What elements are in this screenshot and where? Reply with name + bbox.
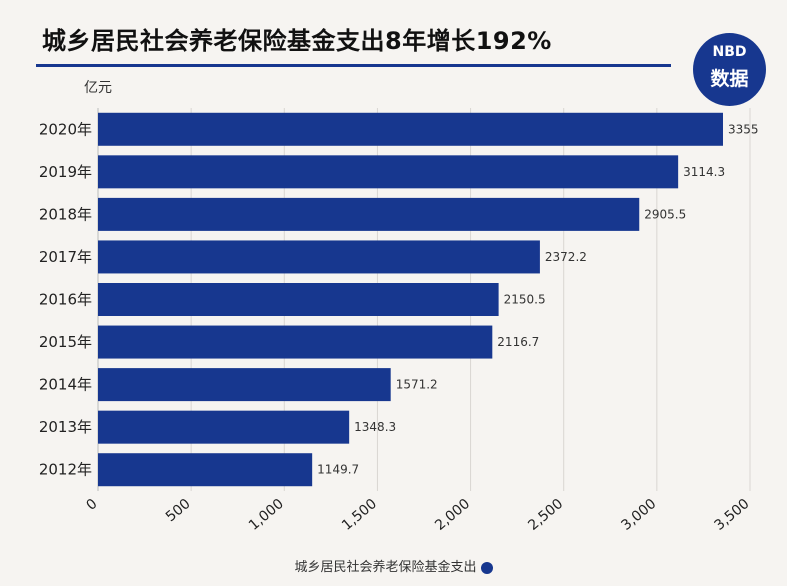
legend: 城乡居民社会养老保险基金支出: [0, 556, 787, 575]
category-label: 2018年: [39, 205, 92, 223]
nbd-data-logo: NBD 数据: [693, 33, 766, 106]
x-tick-label: 2,000: [432, 496, 473, 534]
x-tick-label: 0: [83, 496, 100, 514]
x-tick-label: 3,000: [618, 496, 659, 534]
logo-data-text: 数据: [710, 68, 749, 90]
category-label: 2016年: [39, 291, 92, 309]
category-label: 2017年: [39, 248, 92, 266]
data-label: 3114.3: [683, 165, 725, 179]
data-label: 3355: [728, 122, 759, 136]
chart-title: 城乡居民社会养老保险基金支出8年增长192%: [42, 27, 552, 55]
bar: [98, 155, 679, 189]
category-label: 2015年: [39, 333, 92, 351]
data-label: 1348.3: [354, 420, 396, 434]
data-label: 2905.5: [644, 207, 686, 221]
legend-swatch: [480, 561, 493, 574]
category-label: 2012年: [39, 461, 92, 479]
bar: [98, 410, 350, 444]
data-label: 2116.7: [497, 335, 539, 349]
category-label: 2013年: [39, 418, 92, 436]
title-underline: [36, 64, 671, 67]
data-label: 1571.2: [396, 378, 438, 392]
data-label: 1149.7: [317, 463, 359, 477]
bar: [98, 240, 540, 274]
x-tick-label: 2,500: [525, 496, 566, 534]
x-tick-label: 1,500: [339, 496, 380, 534]
bar: [98, 453, 313, 487]
category-label: 2019年: [39, 163, 92, 181]
bar: [98, 368, 391, 402]
x-tick-label: 1,000: [246, 496, 287, 534]
category-label: 2014年: [39, 376, 92, 394]
legend-label: 城乡居民社会养老保险基金支出: [294, 560, 477, 575]
bar: [98, 112, 723, 146]
bar: [98, 325, 493, 359]
y-axis-unit: 亿元: [84, 80, 112, 96]
logo-nbd-text: NBD: [712, 44, 747, 60]
bar: [98, 197, 640, 231]
bar: [98, 283, 499, 316]
x-tick-label: 3,500: [712, 496, 753, 534]
x-tick-label: 500: [163, 496, 194, 525]
data-label: 2372.2: [545, 250, 587, 264]
data-label: 2150.5: [504, 293, 546, 307]
category-label: 2020年: [39, 120, 92, 138]
